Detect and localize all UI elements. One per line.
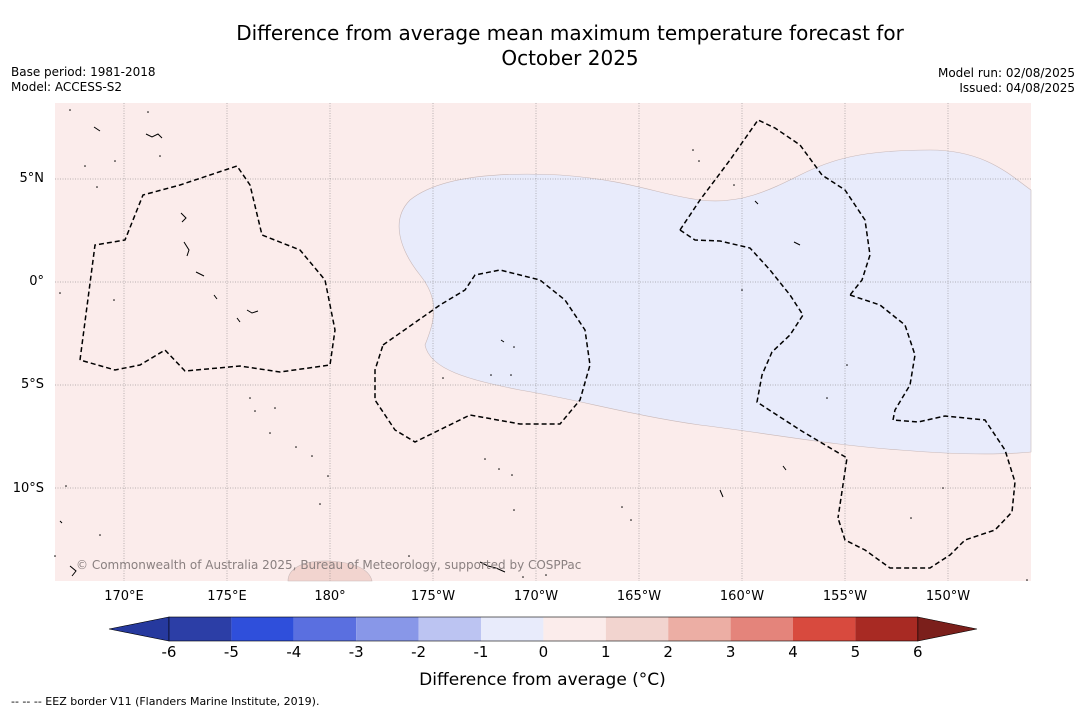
colorbar-tick-label: 6 [913, 643, 923, 661]
eez-border-line-islands-central [679, 229, 848, 519]
island [754, 200, 759, 205]
map-title-line1: Difference from average mean maximum tem… [236, 21, 904, 45]
colorbar-segment [418, 617, 481, 641]
eez-border-line-islands-north [679, 119, 871, 296]
lat-label-5s: 5°S [20, 377, 44, 392]
colorbar-tick-label: 4 [788, 643, 798, 661]
map-title-line2: October 2025 [501, 46, 639, 70]
colorbar-segment [730, 617, 793, 641]
colorbar-tick-label: 1 [601, 643, 611, 661]
island [782, 465, 787, 471]
colorbar-segment [543, 617, 606, 641]
eez-borders [79, 119, 1016, 569]
model-run: Model run: 02/08/2025 [937, 66, 1075, 80]
base-period: Base period: 1981-2018 [11, 65, 156, 79]
colorbar-tick-label: 5 [850, 643, 861, 661]
lon-label-160w: 160°W [719, 589, 765, 604]
island [180, 212, 187, 223]
island [793, 241, 801, 246]
colorbar-segment [169, 617, 232, 641]
island [183, 241, 190, 257]
colorbar-segment [793, 617, 856, 641]
copyright-notice: © Commonwealth of Australia 2025, Bureau… [76, 558, 582, 572]
colorbar [108, 616, 978, 642]
island [236, 317, 241, 323]
colorbar-tick-label: -5 [223, 643, 239, 661]
island [93, 126, 101, 132]
lon-label-175e: 175°E [207, 589, 247, 604]
map-title: Difference from average mean maximum tem… [0, 21, 1085, 71]
colorbar-extension-high [917, 616, 978, 642]
lon-label-170e: 170°E [104, 589, 144, 604]
eez-border-kiribati-gilberts [79, 165, 336, 373]
lon-label-155w: 155°W [822, 589, 868, 604]
colorbar-segment [855, 617, 918, 641]
colorbar-tick-label: 2 [663, 643, 673, 661]
colorbar-outline [168, 616, 919, 642]
lon-label-170w: 170°W [513, 589, 559, 604]
colorbar-title: Difference from average (°C) [419, 670, 666, 690]
island-dots [54, 109, 1028, 581]
colorbar-tick-label: -3 [348, 643, 364, 661]
lon-label-175w: 175°W [410, 589, 456, 604]
island [69, 565, 77, 577]
colorbar-extension-low [108, 616, 170, 642]
colorbar-tick-label: -6 [161, 643, 177, 661]
lat-label-5n: 5°N [19, 171, 45, 186]
colorbar-segment [293, 617, 357, 641]
island [500, 339, 505, 343]
colorbar-segment [231, 617, 294, 641]
cool-anomaly-region [398, 149, 1032, 455]
island [59, 520, 63, 524]
lon-label-150w: 150°W [925, 589, 971, 604]
lon-label-165w: 165°W [616, 589, 662, 604]
island [479, 561, 506, 573]
eez-border-tokelau [374, 269, 591, 443]
island [719, 489, 724, 498]
eez-border-line-islands-south [837, 294, 1016, 569]
gridlines [55, 103, 1031, 581]
run-info: Model run: 02/08/2025 Issued: 04/08/2025 [938, 66, 1075, 96]
island [145, 133, 163, 139]
model-name: Model: ACCESS-S2 [11, 80, 123, 94]
island-outlines [59, 126, 801, 577]
island [195, 271, 205, 277]
island [213, 294, 218, 300]
lat-label-0: 0° [29, 274, 44, 289]
lon-label-180: 180° [314, 589, 346, 604]
colorbar-tick-label: -1 [473, 643, 489, 661]
colorbar-segment [668, 617, 731, 641]
colorbar-segment [356, 617, 419, 641]
colorbar-tick-label: 0 [538, 643, 549, 661]
colorbar-tick-label: 3 [725, 643, 736, 661]
island [246, 309, 259, 314]
lat-label-10s: 10°S [12, 481, 44, 496]
colorbar-segment [481, 617, 544, 641]
issued-date: Issued: 04/08/2025 [959, 81, 1075, 95]
colorbar-segment [605, 617, 669, 641]
eez-legend-footer: -- -- -- EEZ border V11 (Flanders Marine… [11, 695, 320, 708]
colorbar-tick-label: -2 [411, 643, 427, 661]
model-info: Base period: 1981-2018 Model: ACCESS-S2 [11, 65, 156, 95]
colorbar-tick-label: -4 [286, 643, 302, 661]
